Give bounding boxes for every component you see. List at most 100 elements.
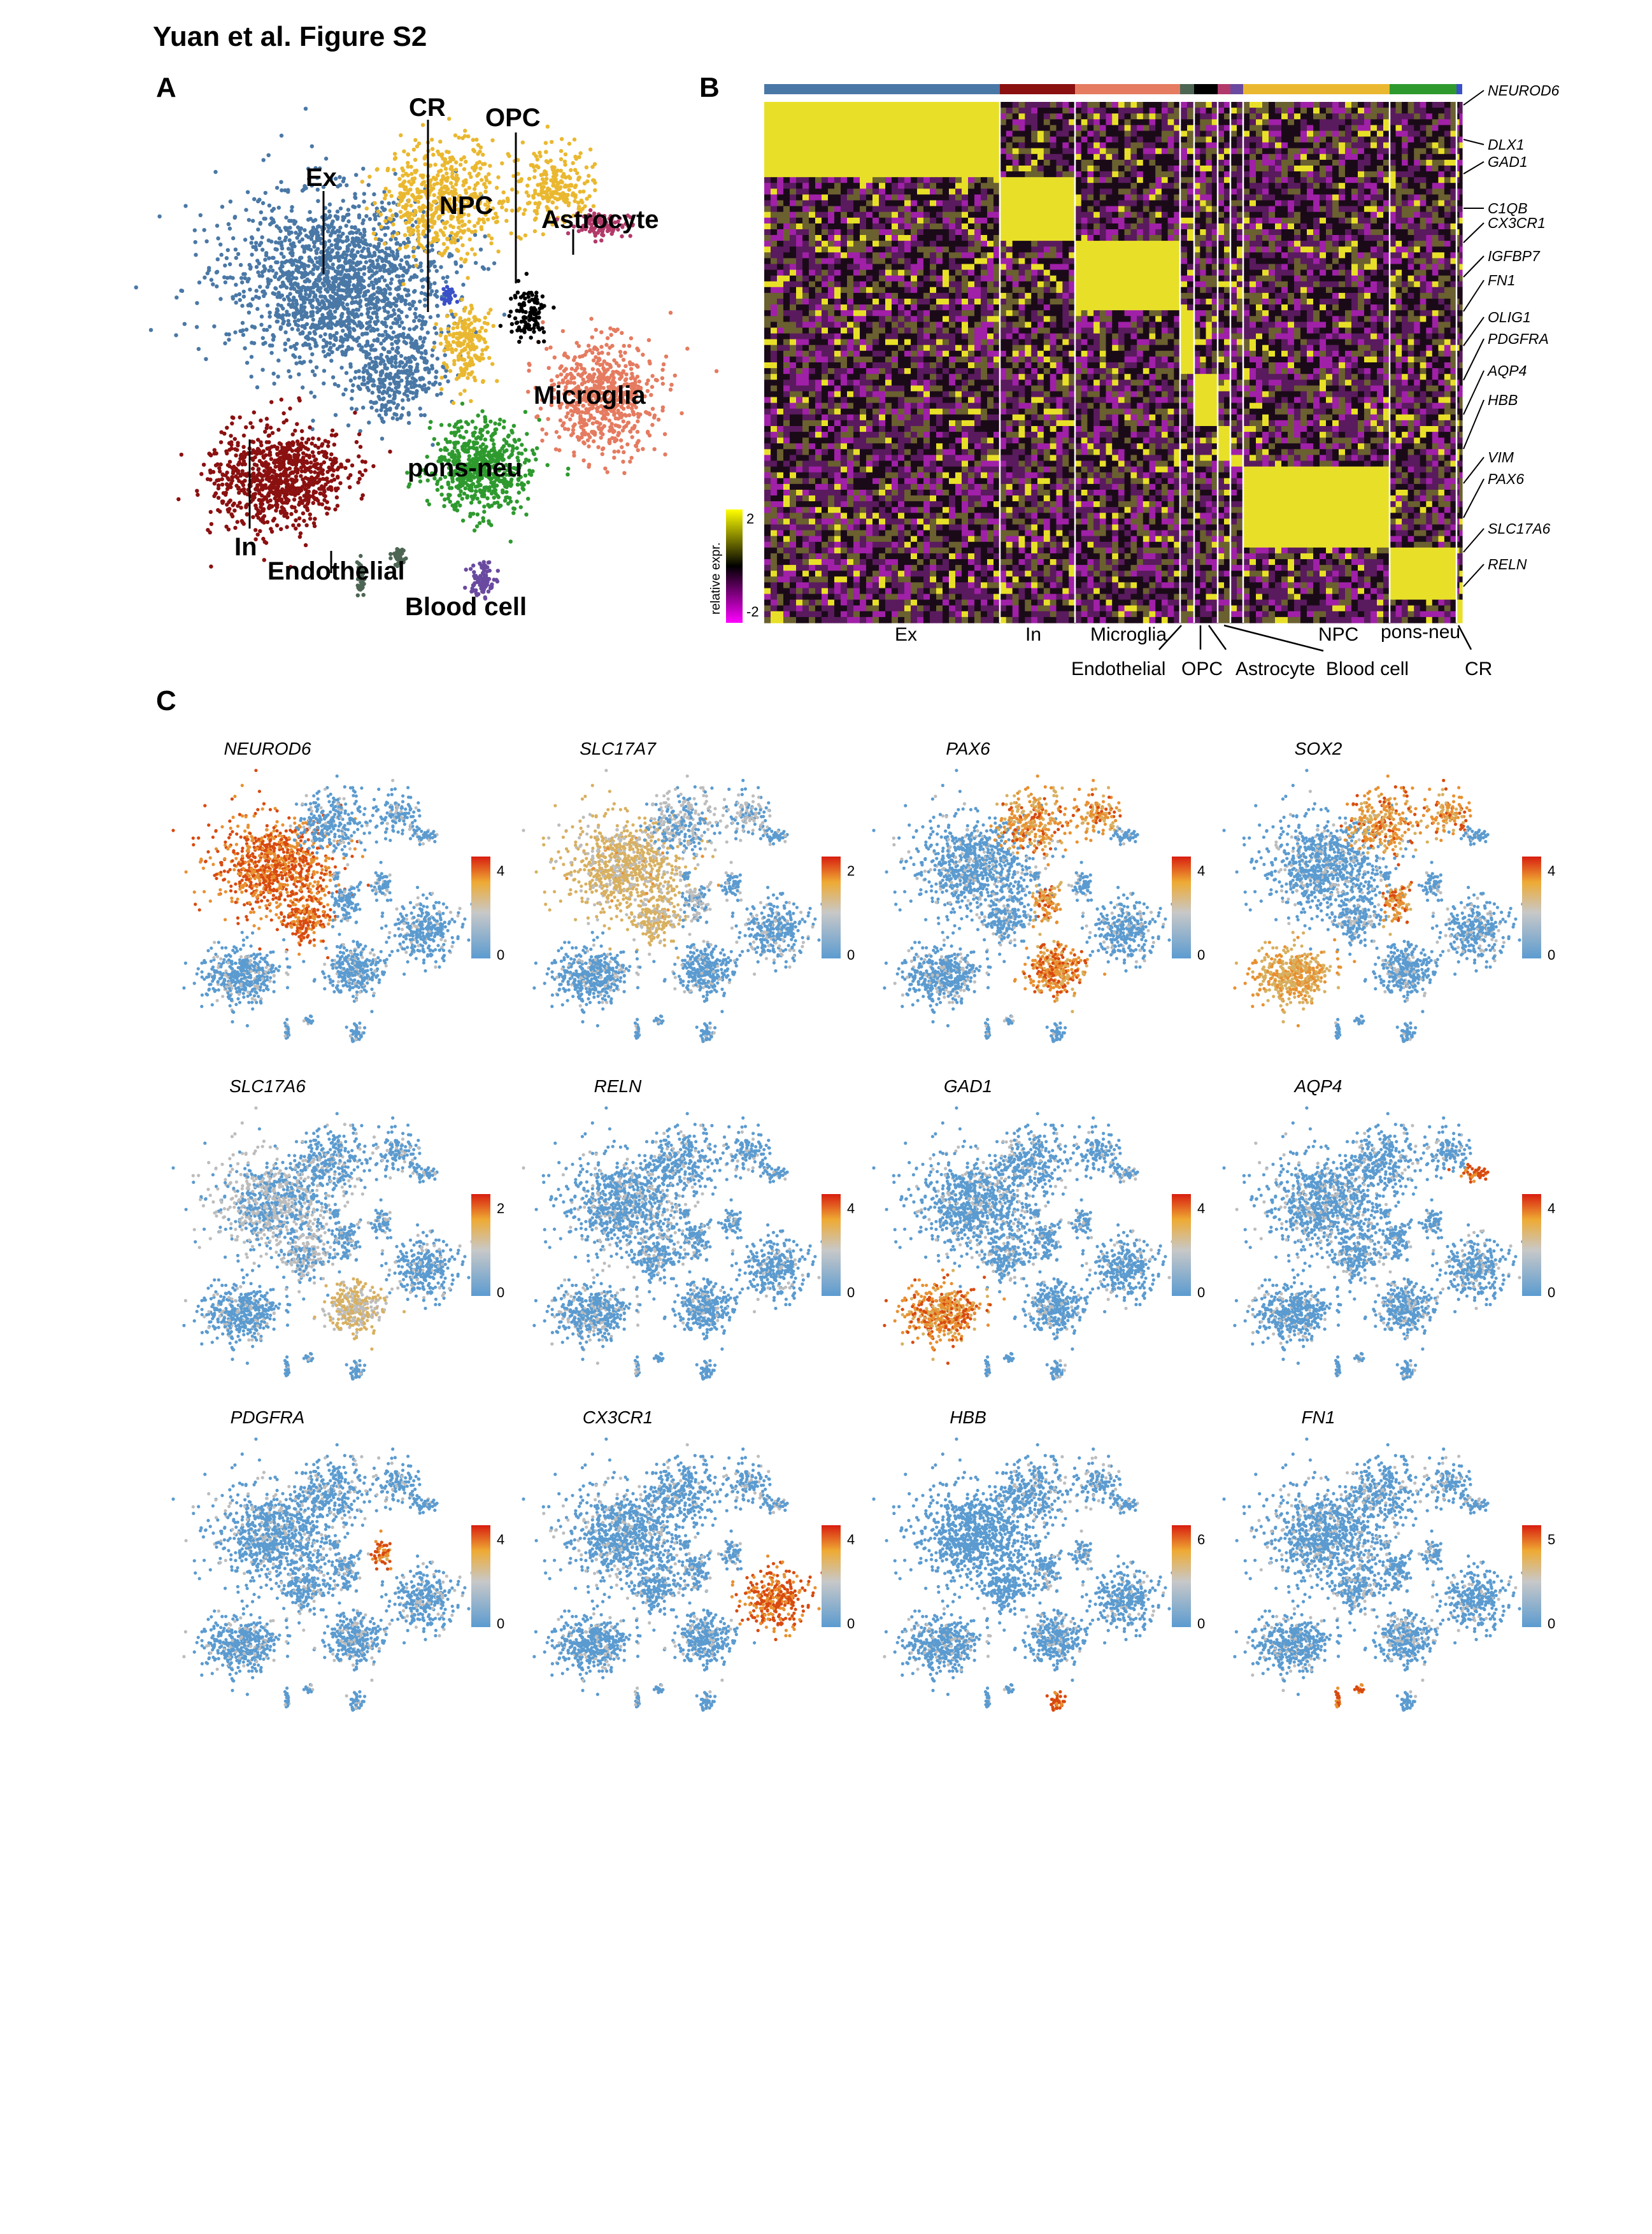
tsne-point xyxy=(346,219,350,223)
tsne-point xyxy=(383,321,387,325)
tsne-point xyxy=(280,397,283,401)
tsne-point xyxy=(371,283,375,287)
tsne-point xyxy=(287,297,291,301)
tsne-point xyxy=(421,315,425,319)
tsne-point xyxy=(371,464,375,468)
tsne-point xyxy=(408,307,411,311)
tsne-point xyxy=(283,331,287,334)
tsne-point xyxy=(423,297,427,301)
tsne-point xyxy=(289,231,293,234)
tsne-point xyxy=(427,381,431,385)
tsne-point xyxy=(685,346,689,350)
tsne-point xyxy=(327,280,331,283)
tsne-point xyxy=(353,321,357,325)
tsne-point xyxy=(292,453,296,457)
tsne-point xyxy=(308,516,312,520)
tsne-point xyxy=(225,471,229,474)
tsne-point xyxy=(621,460,625,464)
tsne-point xyxy=(406,360,409,364)
tsne-point xyxy=(295,422,299,426)
tsne-point xyxy=(566,411,569,415)
tsne-point xyxy=(294,509,298,513)
tsne-point xyxy=(262,558,266,562)
tsne-point xyxy=(385,367,388,371)
tsne-point xyxy=(302,309,306,313)
tsne-point xyxy=(281,306,285,310)
tsne-point xyxy=(313,470,317,474)
tsne-point xyxy=(233,331,237,334)
tsne-point xyxy=(390,342,394,346)
tsne-point xyxy=(245,512,249,516)
tsne-point xyxy=(313,325,317,329)
tsne-point xyxy=(367,254,371,258)
tsne-point xyxy=(402,392,406,395)
tsne-point xyxy=(314,466,318,469)
tsne-point xyxy=(257,296,261,300)
tsne-point xyxy=(360,382,364,386)
tsne-point xyxy=(237,491,241,495)
tsne-point xyxy=(313,444,317,448)
tsne-point xyxy=(238,457,242,460)
tsne-point xyxy=(388,406,392,410)
tsne-point xyxy=(215,478,218,482)
tsne-point xyxy=(327,239,331,243)
tsne-point xyxy=(338,481,342,485)
tsne-point xyxy=(596,445,600,449)
tsne-point xyxy=(285,276,289,280)
tsne-point xyxy=(359,267,363,271)
tsne-point xyxy=(268,222,272,226)
tsne-point xyxy=(318,286,322,290)
tsne-point xyxy=(243,346,246,350)
tsne-point xyxy=(231,276,234,280)
tsne-point xyxy=(364,214,368,218)
tsne-point xyxy=(290,505,294,509)
tsne-point xyxy=(281,281,285,285)
tsne-point xyxy=(311,436,315,440)
tsne-point xyxy=(311,272,315,276)
tsne-point xyxy=(258,243,262,247)
tsne-point xyxy=(234,283,238,287)
tsne-point xyxy=(275,186,279,190)
tsne-point xyxy=(308,210,311,214)
tsne-point xyxy=(229,434,232,438)
tsne-point xyxy=(345,235,349,239)
tsne-point xyxy=(322,317,326,320)
tsne-point xyxy=(613,450,616,453)
tsne-point xyxy=(418,406,422,410)
tsne-point xyxy=(336,347,339,351)
tsne-point xyxy=(332,457,336,460)
tsne-point xyxy=(595,348,599,352)
tsne-point xyxy=(336,246,340,250)
tsne-point xyxy=(303,326,306,330)
tsne-point xyxy=(238,415,242,419)
tsne-point xyxy=(372,227,376,231)
tsne-point xyxy=(272,460,276,464)
tsne-point xyxy=(715,369,718,373)
tsne-point xyxy=(297,396,301,400)
tsne-point xyxy=(367,325,371,329)
tsne-point xyxy=(333,508,337,511)
tsne-point xyxy=(601,446,605,450)
tsne-point xyxy=(554,447,558,451)
tsne-point xyxy=(562,421,566,425)
tsne-point xyxy=(339,462,343,466)
tsne-point xyxy=(283,226,287,230)
tsne-point xyxy=(357,308,360,311)
tsne-point xyxy=(429,263,432,267)
tsne-point xyxy=(374,370,378,374)
tsne-point xyxy=(327,266,331,269)
tsne-point xyxy=(339,366,343,369)
tsne-point xyxy=(411,355,415,359)
tsne-point xyxy=(325,511,329,515)
tsne-point xyxy=(426,331,430,334)
tsne-point xyxy=(403,299,407,302)
tsne-point xyxy=(336,251,339,255)
tsne-point xyxy=(236,469,240,473)
tsne-point xyxy=(281,501,285,504)
tsne-point xyxy=(341,267,345,271)
tsne-point xyxy=(262,456,266,460)
tsne-point xyxy=(300,437,304,441)
tsne-point xyxy=(312,495,316,499)
tsne-point xyxy=(325,476,329,480)
tsne-point xyxy=(255,265,259,269)
